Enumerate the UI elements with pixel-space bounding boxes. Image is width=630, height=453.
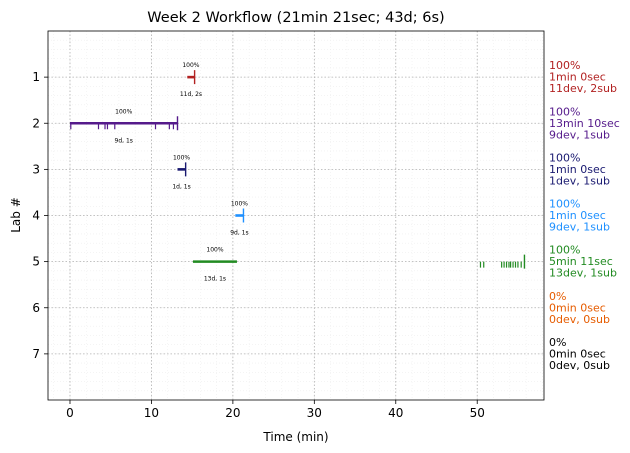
y-tick-label: 4 xyxy=(32,209,40,223)
chart-title: Week 2 Workflow (21min 21sec; 43d; 6s) xyxy=(147,10,444,26)
lab-3-marks: 100% 1d, 1s xyxy=(172,154,190,190)
lab-4-count-label: 9d, 1s xyxy=(230,230,248,237)
lab-2-marks: 100% 9d, 1s xyxy=(69,108,179,144)
y-axis-title: Lab # xyxy=(9,197,23,233)
axes: 0 10 20 30 40 50 1 2 3 4 5 6 7 xyxy=(32,70,484,420)
y-tick-label: 1 xyxy=(32,70,40,84)
y-tick-label: 3 xyxy=(32,162,40,176)
lab-6-stat-line: 0min 0sec xyxy=(549,301,606,314)
lab-7-stat-line: 0min 0sec xyxy=(549,347,606,360)
lab-7-stat-line: 0dev, 0sub xyxy=(549,359,610,372)
x-tick-label: 30 xyxy=(307,406,322,420)
lab-2-stat-line: 9dev, 1sub xyxy=(549,128,610,141)
grid xyxy=(48,31,544,400)
lab-4-stat-line: 9dev, 1sub xyxy=(549,221,610,234)
lab-3-stat-line: 1min 0sec xyxy=(549,163,606,176)
x-tick-label: 50 xyxy=(470,406,485,420)
lab-4-stat-line: 1min 0sec xyxy=(549,209,606,222)
lab-2-stat-line: 100% xyxy=(549,105,580,118)
lab-5-stat-line: 100% xyxy=(549,244,580,257)
lab-7-stat-line: 0% xyxy=(549,336,566,349)
x-tick-label: 20 xyxy=(225,406,240,420)
lab-3-percent-label: 100% xyxy=(173,154,190,161)
y-tick-label: 2 xyxy=(32,116,40,130)
lab-5-percent-label: 100% xyxy=(206,247,223,254)
lab-1-marks: 100% 11d, 2s xyxy=(180,62,202,98)
x-tick-label: 40 xyxy=(388,406,403,420)
lab-4-stat-line: 100% xyxy=(549,198,580,211)
lab-5-count-label: 13d, 1s xyxy=(204,276,226,283)
x-tick-label: 0 xyxy=(66,406,74,420)
x-tick-label: 10 xyxy=(144,406,159,420)
lab-5-marks: 100% 13d, 1s xyxy=(192,247,526,283)
lab-1-stat-line: 100% xyxy=(549,59,580,72)
lab-4-percent-label: 100% xyxy=(231,201,248,208)
y-tick-label: 5 xyxy=(32,255,40,269)
lab-2-percent-label: 100% xyxy=(115,108,132,115)
lab-1-stat-line: 1min 0sec xyxy=(549,71,606,84)
lab-5-stat-line: 5min 11sec xyxy=(549,255,613,268)
y-tick-label: 7 xyxy=(32,347,40,361)
lab-3-stat-line: 100% xyxy=(549,151,580,164)
lab-6-stat-line: 0dev, 0sub xyxy=(549,313,610,326)
x-axis-title: Time (min) xyxy=(262,430,328,444)
lab-6-stat-line: 0% xyxy=(549,290,566,303)
lab-4-marks: 100% 9d, 1s xyxy=(230,201,248,237)
lab-2-count-label: 9d, 1s xyxy=(115,137,133,144)
lab-1-percent-label: 100% xyxy=(182,62,199,69)
lab-1-count-label: 11d, 2s xyxy=(180,91,202,98)
lab-5-stat-line: 13dev, 1sub xyxy=(549,267,617,280)
y-tick-label: 6 xyxy=(32,301,40,315)
lab-3-count-label: 1d, 1s xyxy=(172,183,190,190)
lab-1-stat-line: 11dev, 2sub xyxy=(549,82,617,95)
lab-2-stat-line: 13min 10sec xyxy=(549,117,620,130)
plot-marks: 100% 11d, 2s 100% 9d, 1s 100% 1d, 1s 100% 9d, 1… xyxy=(69,62,526,283)
lab-3-stat-line: 1dev, 1sub xyxy=(549,174,610,187)
